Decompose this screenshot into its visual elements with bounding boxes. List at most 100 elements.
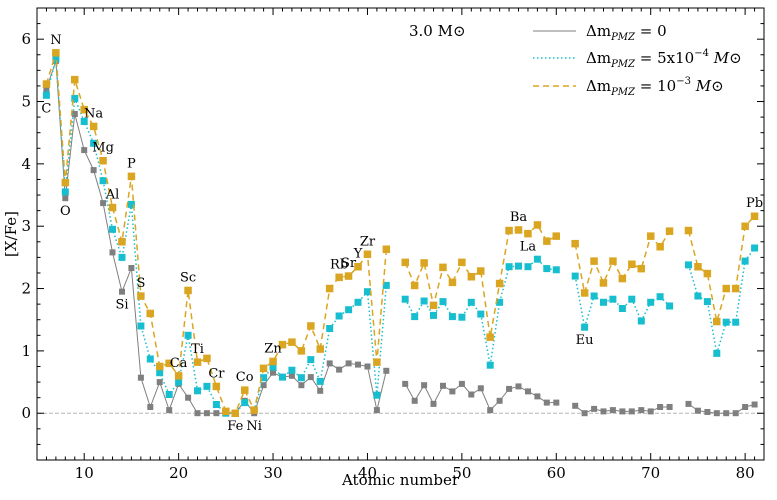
- series-0-point-z39: [355, 361, 361, 368]
- series-2-point-z36: [325, 284, 334, 293]
- element-label-ba: Ba: [510, 210, 528, 225]
- series-1-point-z15: [127, 200, 135, 208]
- series-2-point-z16: [137, 292, 145, 300]
- series-2-point-z80: [741, 222, 749, 230]
- element-label-pb: Pb: [746, 196, 763, 211]
- element-label-mg: Mg: [92, 141, 114, 156]
- element-label-cr: Cr: [208, 366, 225, 381]
- series-1-point-z18: [156, 369, 164, 377]
- series-0-point-z6: [43, 86, 50, 92]
- series-0-point-z52: [477, 385, 484, 392]
- series-2-point-z14: [118, 238, 126, 246]
- series-0-point-z66: [609, 407, 616, 414]
- element-label-la: La: [520, 240, 537, 255]
- series-0-point-z77: [713, 410, 720, 417]
- y-tick-label-0: 0: [21, 404, 31, 422]
- series-2-point-z40: [363, 250, 372, 258]
- series-0-point-z23: [203, 410, 210, 417]
- series-0-point-z51: [468, 391, 475, 398]
- series-2-point-z12: [99, 157, 107, 165]
- series-1-point-z32: [288, 366, 296, 374]
- series-2-point-z19: [165, 359, 173, 368]
- mass-annotation: 3.0 M⊙: [409, 22, 466, 40]
- series-1-point-z44: [401, 295, 409, 303]
- series-0-point-z80: [742, 404, 749, 410]
- series-1-point-z46: [420, 297, 428, 305]
- element-label-c: C: [41, 101, 51, 116]
- element-label-y: Y: [353, 247, 363, 262]
- series-1-point-z8: [61, 188, 69, 196]
- x-tick-label-20: 20: [169, 464, 188, 482]
- series-1-point-z12: [99, 177, 107, 185]
- series-1-point-z49: [448, 313, 456, 321]
- series-2-point-z81: [750, 212, 759, 220]
- series-1-point-z67: [618, 305, 626, 312]
- legend-label-1: ΔmPMZ = 5x10−4 M⊙: [586, 48, 742, 70]
- element-label-ni: Ni: [246, 419, 262, 434]
- series-0-point-z18: [156, 379, 163, 386]
- y-axis-label: [X/Fe]: [2, 211, 20, 257]
- series-2-point-z64: [590, 257, 598, 265]
- series-0-point-z33: [298, 382, 305, 389]
- series-0-point-z81: [751, 401, 758, 408]
- series-2-point-z23: [203, 354, 211, 363]
- series-1-point-z76: [703, 298, 711, 306]
- series-2-point-z10: [80, 105, 88, 114]
- series-2-line-3: [687, 215, 756, 322]
- series-2-point-z67: [618, 274, 627, 283]
- series-1-point-z31: [279, 373, 286, 381]
- series-1-point-z81: [751, 244, 759, 252]
- series-0-point-z68: [628, 408, 635, 415]
- series-2-point-z15: [127, 172, 136, 181]
- series-2-point-z51: [467, 273, 476, 281]
- series-0-point-z69: [638, 407, 645, 414]
- series-2-point-z63: [580, 289, 589, 297]
- series-1-point-z41: [373, 391, 381, 399]
- series-1-point-z58: [533, 255, 541, 263]
- series-1-point-z75: [694, 292, 702, 300]
- legend: ΔmPMZ = 0 ΔmPMZ = 5x10−4 M⊙ ΔmPMZ = 10−3 M…: [533, 22, 742, 98]
- series-0-point-z30: [270, 369, 276, 376]
- series-2-point-z75: [694, 263, 702, 271]
- series-0-point-z56: [515, 383, 522, 390]
- series-0-point-z16: [137, 374, 144, 381]
- series-1-point-z6: [42, 91, 50, 99]
- series-1-point-z30: [269, 363, 277, 371]
- series-2-point-z59: [543, 237, 551, 245]
- series-1-point-z37: [335, 312, 343, 320]
- series-2-point-z11: [89, 122, 98, 131]
- series-1-point-z7: [52, 55, 60, 63]
- element-label-n: N: [50, 33, 61, 48]
- series-2-point-z25: [222, 407, 230, 416]
- series-0-point-z76: [704, 409, 711, 415]
- series-2-point-z22: [193, 358, 202, 366]
- series-0-point-z34: [307, 374, 314, 381]
- series-0-point-z64: [591, 405, 598, 412]
- series-0-point-z17: [147, 404, 154, 410]
- x-tick-label-80: 80: [736, 464, 755, 482]
- series-0-point-z40: [364, 363, 371, 370]
- series-2-point-z32: [288, 338, 296, 346]
- series-2-point-z52: [477, 267, 485, 275]
- y-tick-label-5: 5: [21, 93, 31, 111]
- legend-label-0: ΔmPMZ = 0: [586, 22, 667, 43]
- series-0-point-z35: [317, 387, 324, 394]
- series-0-point-z8: [62, 195, 69, 202]
- x-tick-label-70: 70: [641, 464, 660, 482]
- series-1-point-z38: [345, 306, 353, 314]
- series-2-point-z57: [524, 229, 532, 238]
- series-0-point-z75: [694, 407, 701, 414]
- series-2-point-z68: [628, 260, 636, 268]
- series-1-point-z55: [505, 263, 513, 271]
- series-2-point-z41: [373, 358, 381, 366]
- series-2-point-z48: [439, 263, 447, 272]
- series-0-point-z71: [657, 404, 664, 410]
- series-2-point-z30: [269, 357, 277, 366]
- series-1-point-z70: [647, 298, 655, 306]
- series-0-point-z48: [440, 382, 446, 389]
- series-2-point-z20: [174, 372, 183, 380]
- series-2-point-z33: [297, 347, 306, 355]
- series-0-point-z55: [506, 385, 513, 392]
- series-2-point-z53: [486, 333, 494, 341]
- series-1-point-z13: [109, 225, 116, 233]
